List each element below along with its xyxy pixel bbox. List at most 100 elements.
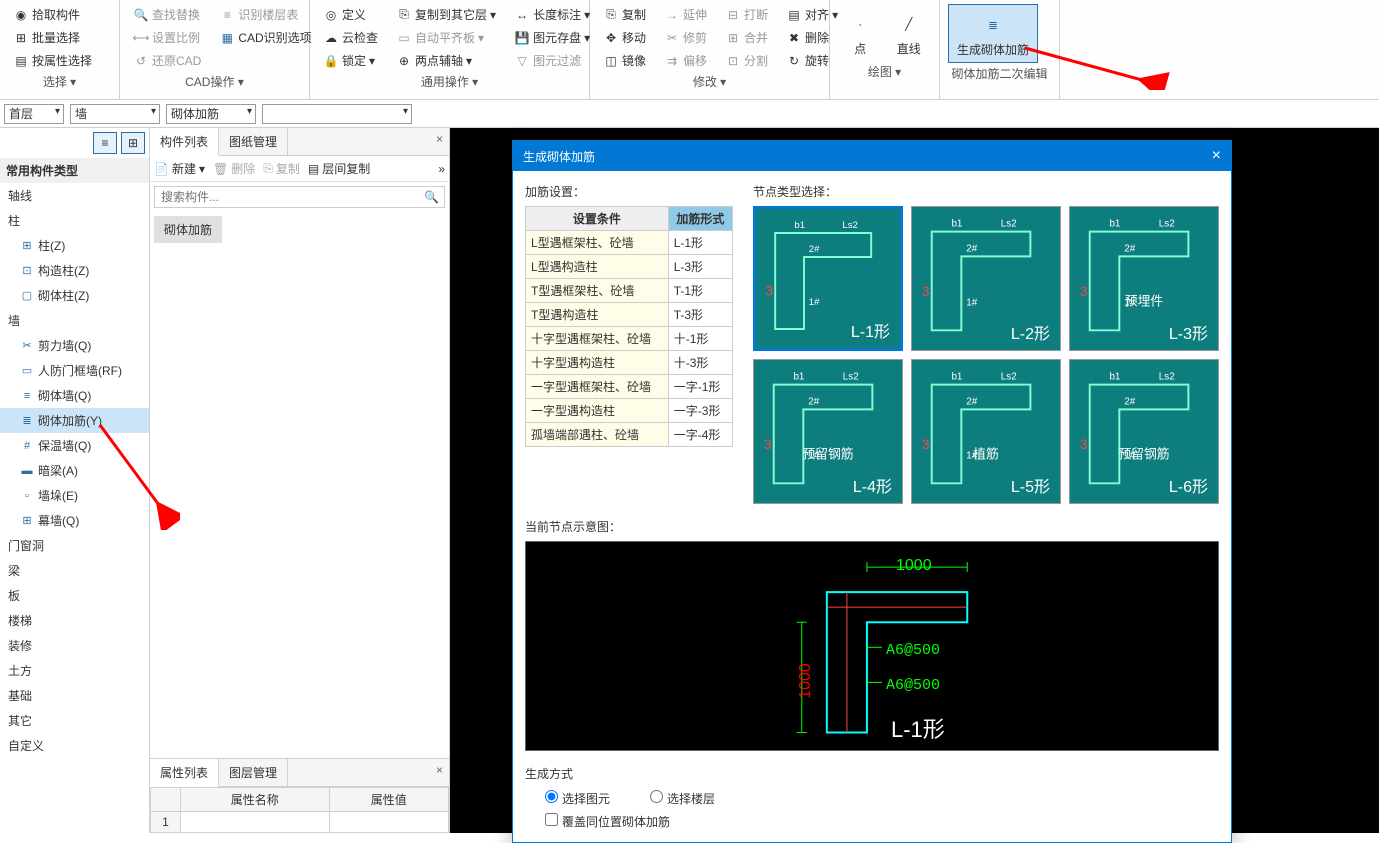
tab-layer-mgmt[interactable]: 图层管理 [219,759,288,786]
tree-item[interactable]: 墙 [0,308,149,333]
split-button[interactable]: ⊡分割 [720,50,773,71]
image-store-button[interactable]: 💾图元存盘 ▾ [509,27,595,48]
settings-form-cell[interactable]: 一字-3形 [668,399,732,423]
find-replace-button[interactable]: 🔍查找替换 [128,4,206,25]
settings-condition-cell[interactable]: 一字型遇构造柱 [526,399,669,423]
tree-item[interactable]: 土方 [0,658,149,683]
checkbox-overwrite[interactable]: 覆盖同位置砌体加筋 [545,813,670,830]
prop-value-cell[interactable] [329,812,448,833]
props-close-icon[interactable]: × [436,763,443,777]
settings-form-cell[interactable]: T-1形 [668,279,732,303]
new-button[interactable]: 📄新建 ▾ [154,160,205,177]
settings-form-cell[interactable]: 十-1形 [668,327,732,351]
settings-form-cell[interactable]: L-1形 [668,231,732,255]
length-dim-button[interactable]: ↔长度标注 ▾ [509,4,595,25]
tree-subitem[interactable]: ≣砌体加筋(Y) [0,408,149,433]
batch-select-button[interactable]: ⊞批量选择 [8,27,111,48]
prop-name-cell[interactable] [181,812,330,833]
component-item[interactable]: 砌体加筋 [154,216,222,243]
copy-to-other-button[interactable]: ⎘复制到其它层 ▾ [391,4,501,25]
point-button[interactable]: · 点 [838,4,883,61]
tree-item[interactable]: 柱 [0,208,149,233]
tree-item[interactable]: 梁 [0,558,149,583]
move-button[interactable]: ✥移动 [598,27,651,48]
settings-condition-cell[interactable]: 十字型遇框架柱、砼墙 [526,327,669,351]
node-card[interactable]: b1 Ls2 2# 1# 3 L-2形 [911,206,1061,351]
node-card[interactable]: b1 Ls2 2# 1# 3 L-1形 [753,206,903,351]
mirror-button[interactable]: ◫镜像 [598,50,651,71]
tree-item[interactable]: 门窗洞 [0,533,149,558]
node-card[interactable]: b1 Ls2 2# 1# 3 植筋 L-5形 [911,359,1061,504]
settings-form-cell[interactable]: 一字-1形 [668,375,732,399]
settings-condition-cell[interactable]: T型遇框架柱、砼墙 [526,279,669,303]
node-card[interactable]: b1 Ls2 2# 1# 3 预留钢筋 L-6形 [1069,359,1219,504]
copy-comp-button[interactable]: ⎘复制 [263,160,300,177]
trim-button[interactable]: ✂修剪 [659,27,712,48]
tab-component-list[interactable]: 构件列表 [150,128,219,156]
select-by-prop-button[interactable]: ▤按属性选择 [8,50,111,71]
tree-item[interactable]: 装修 [0,633,149,658]
settings-form-cell[interactable]: 十-3形 [668,351,732,375]
tree-item[interactable]: 基础 [0,683,149,708]
floor-copy-button[interactable]: ▤层间复制 [308,160,370,177]
generate-rebar-button[interactable]: ≣ 生成砌体加筋 [948,4,1038,63]
offset-button[interactable]: ⇉偏移 [659,50,712,71]
cad-options-button[interactable]: ▦CAD识别选项 [214,27,316,48]
settings-condition-cell[interactable]: 十字型遇构造柱 [526,351,669,375]
tree-subitem[interactable]: ⊡构造柱(Z) [0,258,149,283]
empty-dropdown[interactable] [262,104,412,124]
radio-element[interactable]: 选择图元 [545,790,610,807]
tree-subitem[interactable]: ▭人防门框墙(RF) [0,358,149,383]
two-point-axis-button[interactable]: ⊕两点辅轴 ▾ [391,50,501,71]
merge-button[interactable]: ⊞合并 [720,27,773,48]
floor-dropdown[interactable]: 首层 [4,104,64,124]
tree-subitem[interactable]: ▢砌体柱(Z) [0,283,149,308]
lock-button[interactable]: 🔒锁定 ▾ [318,50,383,71]
settings-condition-cell[interactable]: 孤墙端部遇柱、砼墙 [526,423,669,447]
dialog-close-icon[interactable]: × [1212,147,1221,165]
tab-drawing-mgmt[interactable]: 图纸管理 [219,128,288,155]
node-card[interactable]: b1 Ls2 2# 1# 3 预留钢筋 L-4形 [753,359,903,504]
settings-form-cell[interactable]: 一字-4形 [668,423,732,447]
delete-comp-button[interactable]: 🗑删除 [213,160,255,177]
cloud-check-button[interactable]: ☁云检查 [318,27,383,48]
tree-item[interactable]: 楼梯 [0,608,149,633]
auto-flat-button[interactable]: ▭自动平齐板 ▾ [391,27,501,48]
image-filter-button[interactable]: ▽图元过滤 [509,50,595,71]
settings-condition-cell[interactable]: 一字型遇框架柱、砼墙 [526,375,669,399]
settings-form-cell[interactable]: T-3形 [668,303,732,327]
extend-button[interactable]: →延伸 [659,4,712,25]
settings-condition-cell[interactable]: T型遇构造柱 [526,303,669,327]
search-input[interactable] [154,186,445,208]
identify-layer-button[interactable]: ≡识别楼层表 [214,4,316,25]
break-button[interactable]: ⊟打断 [720,4,773,25]
tree-item[interactable]: 轴线 [0,183,149,208]
tree-subitem[interactable]: ⊞柱(Z) [0,233,149,258]
rebar-dropdown[interactable]: 砌体加筋 [166,104,256,124]
search-icon2[interactable]: 🔍 [424,190,439,204]
radio-floor[interactable]: 选择楼层 [650,790,715,807]
tree-subitem[interactable]: ✂剪力墙(Q) [0,333,149,358]
tree-subitem[interactable]: ▫墙垛(E) [0,483,149,508]
define-button[interactable]: ◎定义 [318,4,383,25]
node-card[interactable]: b1 Ls2 2# 1# 3 预埋件 L-3形 [1069,206,1219,351]
wall-dropdown[interactable]: 墙 [70,104,160,124]
panel-close-icon[interactable]: × [436,132,443,146]
set-scale-button[interactable]: ⟷设置比例 [128,27,206,48]
tree-subitem[interactable]: ≡砌体墙(Q) [0,383,149,408]
tree-subitem[interactable]: ▬暗梁(A) [0,458,149,483]
tree-item[interactable]: 板 [0,583,149,608]
tree-subitem[interactable]: ⊞幕墙(Q) [0,508,149,533]
tree-item[interactable]: 自定义 [0,733,149,758]
settings-condition-cell[interactable]: L型遇框架柱、砼墙 [526,231,669,255]
tab-props[interactable]: 属性列表 [150,759,219,787]
tree-subitem[interactable]: #保温墙(Q) [0,433,149,458]
settings-condition-cell[interactable]: L型遇构造柱 [526,255,669,279]
more-icon[interactable]: » [438,162,445,176]
restore-cad-button[interactable]: ↺还原CAD [128,50,206,71]
pick-component-button[interactable]: ◉拾取构件 [8,4,111,25]
line-button[interactable]: ╱ 直线 [887,4,932,61]
copy-button[interactable]: ⎘复制 [598,4,651,25]
settings-form-cell[interactable]: L-3形 [668,255,732,279]
tree-item[interactable]: 其它 [0,708,149,733]
